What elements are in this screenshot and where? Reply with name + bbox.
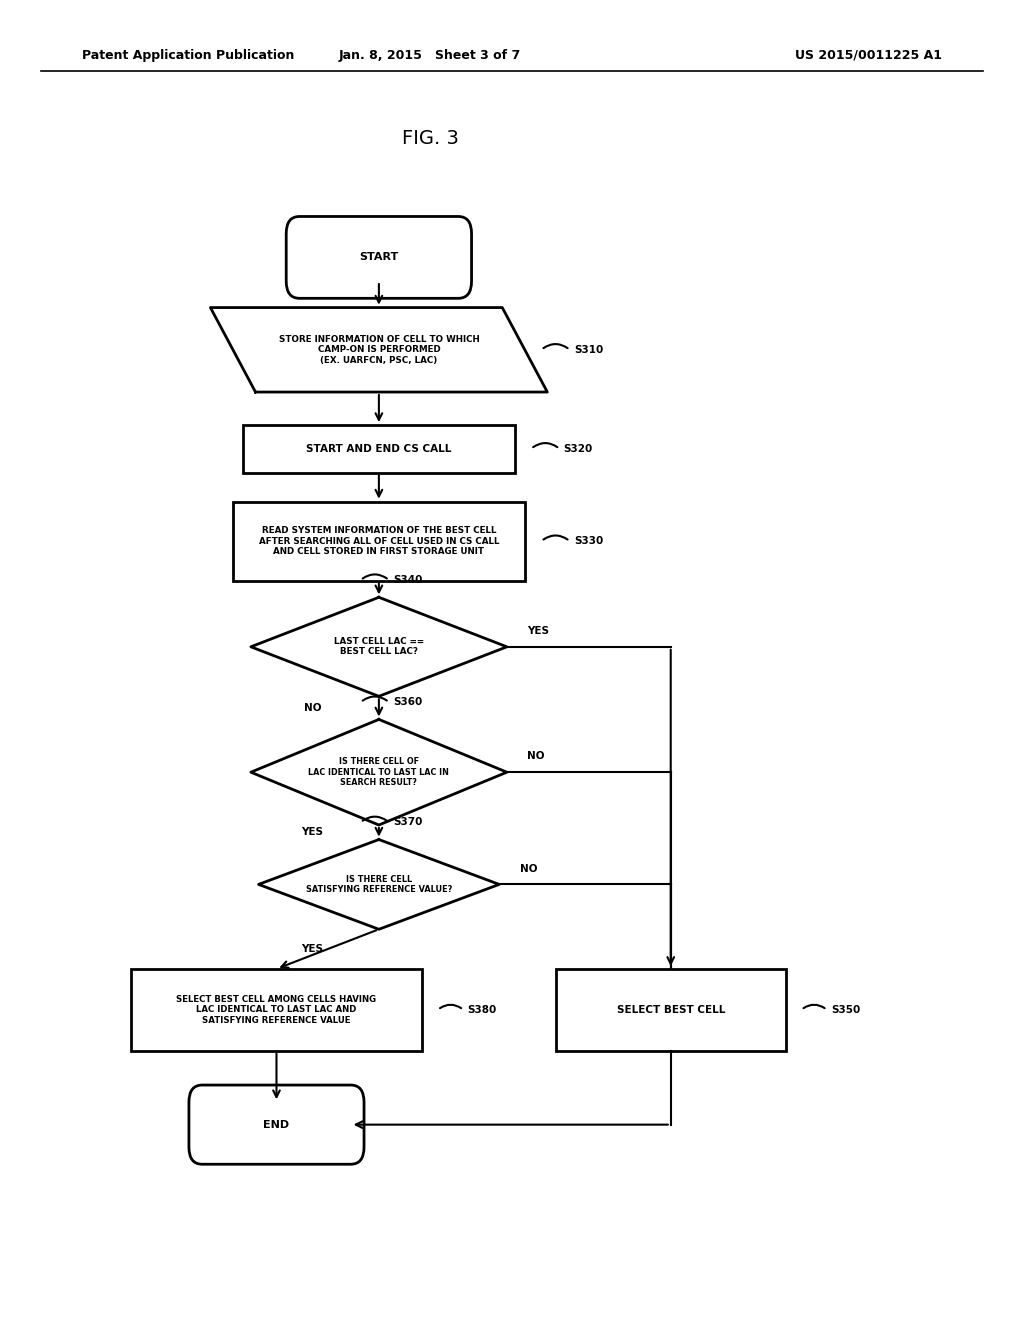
Text: S310: S310	[573, 345, 603, 355]
Text: NO: NO	[527, 751, 545, 762]
Text: NO: NO	[303, 702, 322, 713]
Text: YES: YES	[527, 626, 549, 636]
Text: YES: YES	[301, 828, 324, 837]
Polygon shape	[251, 719, 507, 825]
Polygon shape	[258, 840, 500, 929]
Text: SELECT BEST CELL: SELECT BEST CELL	[616, 1005, 725, 1015]
Bar	[244, 425, 514, 473]
Text: S360: S360	[393, 697, 423, 708]
Text: YES: YES	[301, 944, 324, 954]
Bar	[555, 969, 786, 1051]
Text: S320: S320	[563, 444, 593, 454]
Text: FIG. 3: FIG. 3	[401, 129, 459, 148]
FancyBboxPatch shape	[286, 216, 471, 298]
Text: IS THERE CELL OF
LAC IDENTICAL TO LAST LAC IN
SEARCH RESULT?: IS THERE CELL OF LAC IDENTICAL TO LAST L…	[308, 758, 450, 787]
Text: START: START	[359, 252, 398, 263]
Text: S330: S330	[573, 536, 603, 546]
Text: SELECT BEST CELL AMONG CELLS HAVING
LAC IDENTICAL TO LAST LAC AND
SATISFYING REF: SELECT BEST CELL AMONG CELLS HAVING LAC …	[176, 995, 377, 1024]
FancyBboxPatch shape	[188, 1085, 365, 1164]
Text: S340: S340	[393, 576, 423, 585]
Text: S350: S350	[831, 1005, 860, 1015]
Text: READ SYSTEM INFORMATION OF THE BEST CELL
AFTER SEARCHING ALL OF CELL USED IN CS : READ SYSTEM INFORMATION OF THE BEST CELL…	[259, 527, 499, 556]
Text: S380: S380	[467, 1005, 497, 1015]
Polygon shape	[251, 597, 507, 697]
Text: US 2015/0011225 A1: US 2015/0011225 A1	[795, 49, 942, 62]
Bar	[233, 502, 524, 581]
Text: IS THERE CELL
SATISFYING REFERENCE VALUE?: IS THERE CELL SATISFYING REFERENCE VALUE…	[306, 875, 452, 894]
Text: END: END	[263, 1119, 290, 1130]
Text: STORE INFORMATION OF CELL TO WHICH
CAMP-ON IS PERFORMED
(EX. UARFCN, PSC, LAC): STORE INFORMATION OF CELL TO WHICH CAMP-…	[279, 335, 479, 364]
Bar	[131, 969, 422, 1051]
Text: Patent Application Publication: Patent Application Publication	[82, 49, 294, 62]
Text: NO: NO	[519, 863, 538, 874]
Text: START AND END CS CALL: START AND END CS CALL	[306, 444, 452, 454]
Text: Jan. 8, 2015   Sheet 3 of 7: Jan. 8, 2015 Sheet 3 of 7	[339, 49, 521, 62]
Polygon shape	[211, 308, 547, 392]
Text: LAST CELL LAC ==
BEST CELL LAC?: LAST CELL LAC == BEST CELL LAC?	[334, 638, 424, 656]
Text: S370: S370	[393, 817, 423, 828]
